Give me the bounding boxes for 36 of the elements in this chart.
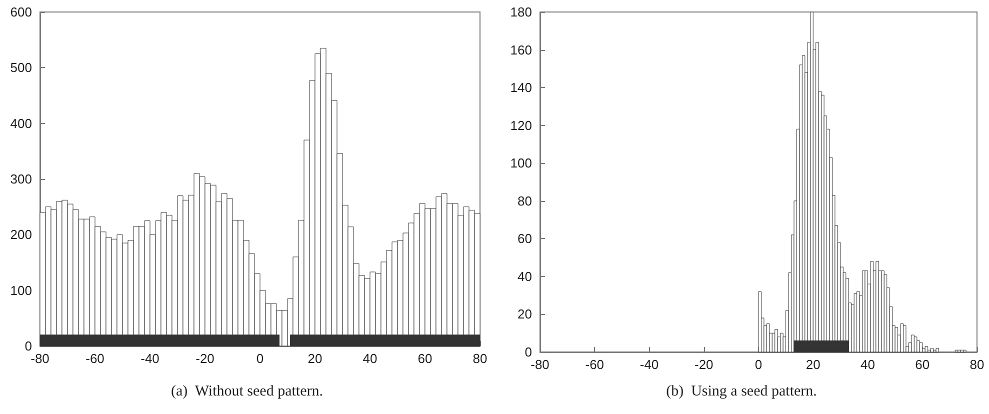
x-tick-label: 60 (418, 351, 432, 366)
x-tick-label: -20 (694, 357, 714, 372)
x-tick-label: 40 (362, 351, 378, 366)
x-tick-label: -40 (640, 357, 659, 372)
x-tick-label: 60 (915, 357, 930, 372)
y-tick-label: 300 (10, 172, 32, 186)
y-tick-label: 0 (24, 338, 32, 354)
y-tick-label: 400 (10, 116, 32, 131)
x-tick-label: 40 (860, 357, 875, 372)
y-tick-label: 20 (518, 306, 532, 322)
x-tick-label: 80 (472, 351, 488, 366)
x-tick-label: -60 (86, 351, 104, 366)
y-tick-label: 60 (518, 231, 532, 246)
y-tick-label: 40 (518, 268, 532, 284)
x-tick-label: 20 (806, 357, 820, 372)
x-tick-label: 80 (970, 357, 984, 372)
x-tick-label: -80 (30, 351, 50, 366)
x-tick-label: 0 (256, 351, 264, 366)
x-tick-label: -60 (585, 357, 604, 372)
y-tick-label: 100 (10, 282, 32, 298)
y-tick-label: 120 (510, 118, 532, 133)
y-tick-label: 160 (510, 42, 532, 58)
x-tick-label: -20 (196, 351, 214, 366)
y-tick-label: 500 (10, 60, 32, 76)
x-tick-label: -40 (140, 351, 160, 366)
x-tick-label: -80 (530, 357, 550, 372)
y-tick-label: 100 (510, 156, 532, 171)
x-tick-label: 20 (308, 351, 322, 366)
text: (a) Without seed pattern. (171, 384, 323, 400)
y-tick-label: 600 (10, 4, 32, 20)
y-tick-label: 80 (518, 193, 532, 208)
y-tick-label: 140 (510, 80, 532, 96)
x-tick-label: 0 (754, 357, 762, 372)
y-tick-label: 200 (10, 227, 32, 242)
text: (b) Using a seed pattern. (666, 384, 817, 400)
y-tick-label: 180 (510, 4, 532, 20)
